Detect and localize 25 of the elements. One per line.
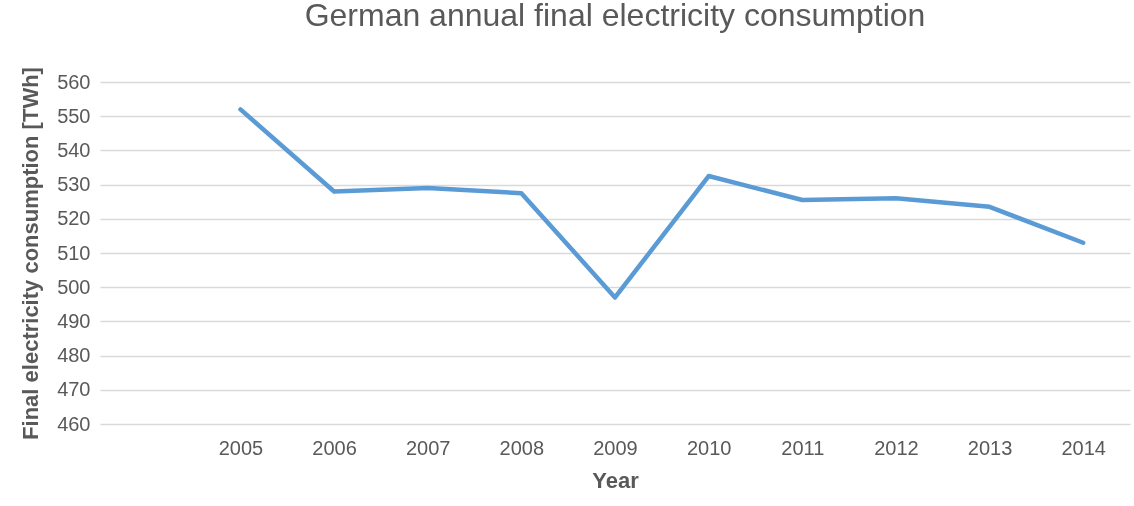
y-tick-label: 530 [57,173,91,196]
y-tick-label: 560 [57,70,91,93]
x-tick-label: 2005 [218,436,264,459]
x-tick-label: 2012 [874,436,919,459]
y-tick-label: 540 [57,138,91,161]
y-tick-label: 550 [57,104,91,127]
x-tick-label: 2011 [781,436,825,459]
y-tick-label: 520 [57,207,91,230]
x-tick-label: 2013 [967,436,1013,459]
y-tick-label: 500 [57,275,91,298]
y-tick-label: 460 [57,412,91,435]
y-tick-label: 470 [57,378,91,401]
y-tick-label: 490 [57,309,91,332]
x-tick-label: 2014 [1061,436,1106,459]
y-tick-label: 510 [57,241,91,264]
y-tick-label: 480 [57,344,91,367]
x-tick-label: 2006 [312,436,357,459]
x-tick-label: 2008 [499,436,545,459]
x-axis-title: Year [592,467,640,493]
x-tick-label: 2010 [686,436,732,459]
x-tick-label: 2009 [593,436,638,459]
x-tick-label: 2007 [405,436,451,459]
line-series [238,107,1086,300]
y-axis-title: Final electricity consumption [TWh] [18,67,44,440]
chart-title: German annual final electricity consumption [304,0,926,33]
